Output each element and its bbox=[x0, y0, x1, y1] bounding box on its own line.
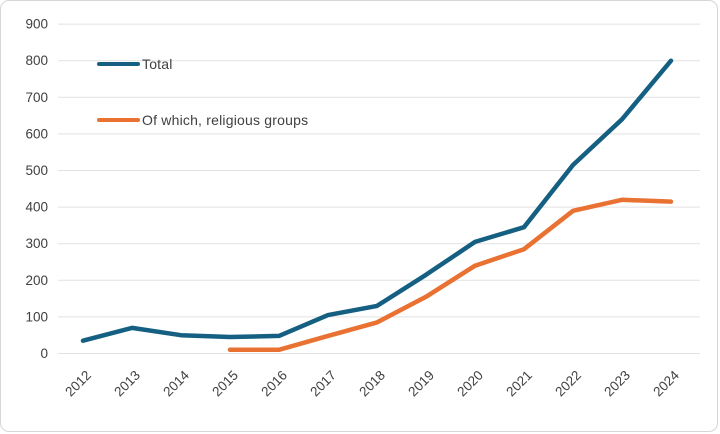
series-line-total bbox=[80, 58, 674, 343]
y-tick-label: 500 bbox=[25, 163, 48, 178]
x-axis-labels: 2012 2013 2014 2015 2016 2017 2018 2019 2020 2021… bbox=[62, 367, 682, 399]
y-tick-label: 800 bbox=[25, 53, 48, 68]
x-tick-label: 2016 bbox=[258, 368, 290, 400]
legend-item-total: Total bbox=[97, 55, 173, 73]
y-tick-label: 200 bbox=[25, 273, 48, 288]
y-tick-label: 100 bbox=[25, 309, 48, 324]
legend-swatch-religious-groups bbox=[97, 117, 140, 123]
y-tick-label: 600 bbox=[25, 126, 48, 141]
x-tick-label: 2022 bbox=[552, 368, 584, 400]
x-tick-label: 2017 bbox=[307, 368, 339, 400]
y-axis-labels: 0 100 200 300 400 500 600 700 800 900 bbox=[25, 17, 48, 361]
x-tick-label: 2013 bbox=[111, 368, 143, 400]
y-tick-label: 0 bbox=[40, 346, 48, 361]
x-tick-label: 2020 bbox=[454, 368, 486, 400]
x-tick-label: 2012 bbox=[62, 368, 94, 400]
x-tick-label: 2014 bbox=[160, 367, 192, 399]
legend-label-total: Total bbox=[142, 56, 173, 72]
x-tick-label: 2024 bbox=[650, 367, 682, 399]
gridlines bbox=[58, 23, 700, 354]
legend-item-religious-groups: Of which, religious groups bbox=[97, 111, 308, 129]
y-tick-label: 300 bbox=[25, 236, 48, 251]
legend-swatch-total bbox=[97, 61, 140, 67]
legend-label-religious-groups: Of which, religious groups bbox=[142, 112, 309, 128]
x-tick-label: 2019 bbox=[405, 368, 437, 400]
x-tick-label: 2018 bbox=[356, 368, 388, 400]
y-tick-label: 900 bbox=[25, 17, 48, 32]
x-tick-label: 2023 bbox=[601, 368, 633, 400]
series-line-religious-groups bbox=[227, 197, 674, 353]
y-tick-label: 400 bbox=[25, 200, 48, 215]
x-tick-label: 2021 bbox=[503, 368, 535, 400]
x-tick-label: 2015 bbox=[209, 368, 241, 400]
y-tick-label: 700 bbox=[25, 90, 48, 105]
